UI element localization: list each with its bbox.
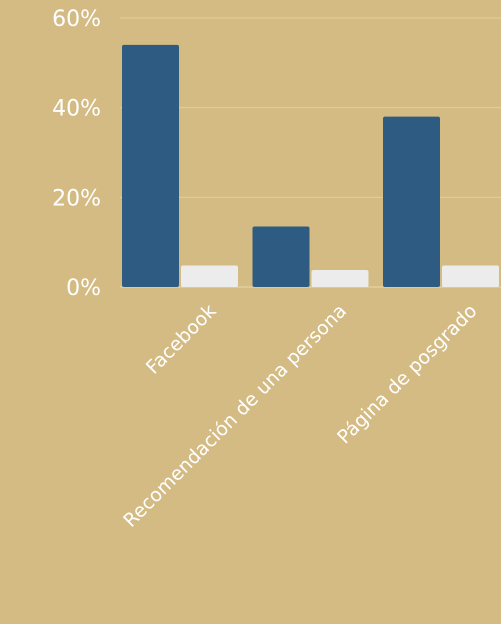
bar-series-1-0: [122, 44, 179, 288]
y-tick-label: 0%: [66, 276, 101, 301]
bar-series-2-1: [311, 269, 369, 287]
y-axis-ticks: 0% 20% 40% 60%: [52, 7, 101, 301]
bar-series-1-2: [383, 116, 440, 287]
bar-series-2-2: [442, 265, 499, 287]
y-tick-label: 20%: [52, 186, 101, 211]
y-tick-label: 60%: [52, 7, 101, 32]
bar-series-2-0: [181, 265, 238, 287]
x-category-label: Recomendación de una persona: [119, 300, 351, 532]
bar-series-1-1: [252, 226, 310, 287]
bars: [122, 44, 499, 288]
y-tick-label: 40%: [52, 97, 101, 122]
x-category-label: Facebook: [142, 300, 221, 379]
x-category-label: Página de posgrado: [333, 300, 481, 448]
